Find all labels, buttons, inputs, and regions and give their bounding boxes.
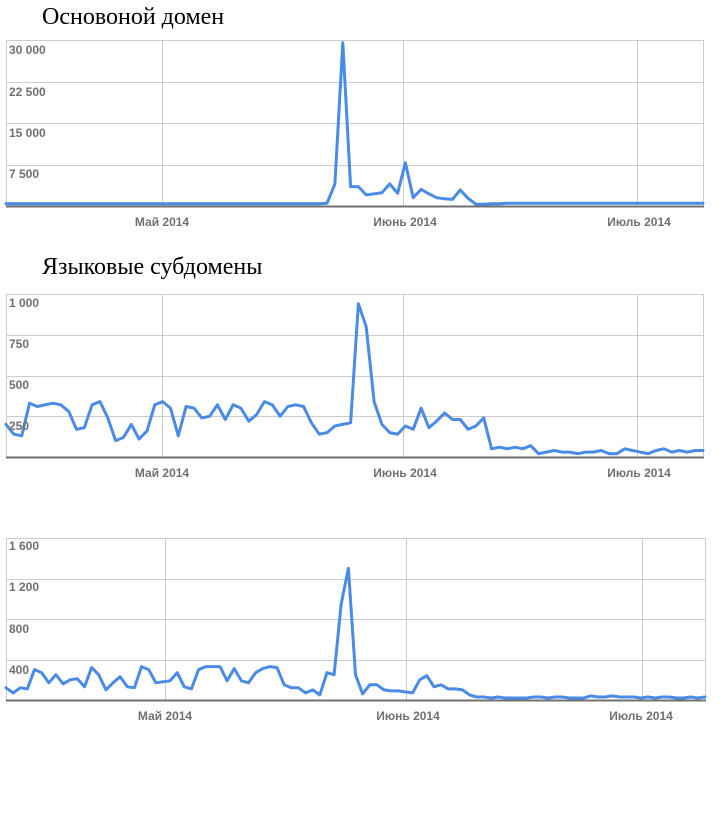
x-tick-label: Май 2014 <box>135 215 190 229</box>
y-tick-label: 7 500 <box>9 167 39 181</box>
y-tick-label: 500 <box>9 378 29 392</box>
y-tick-label: 1 200 <box>9 580 39 594</box>
chart-title-language-subdomains: Языковые субдомены <box>42 254 263 280</box>
series-line <box>4 566 707 700</box>
chart-title-main-domain: Основоной домен <box>42 4 225 30</box>
x-tick-label: Июль 2014 <box>607 466 671 480</box>
y-tick-label: 250 <box>9 419 29 433</box>
y-tick-label: 1 600 <box>9 539 39 553</box>
x-tick-label: Июнь 2014 <box>376 709 440 723</box>
y-tick-label: 15 000 <box>9 126 46 140</box>
x-tick-label: Июль 2014 <box>609 709 673 723</box>
y-tick-label: 400 <box>9 663 29 677</box>
chart-third: 1 600 1 200 800 400 Май 2014 Июнь 2014 Июль 20… <box>4 538 707 723</box>
chart-main-domain: 30 000 22 500 15 000 7 500 Май 2014 Июнь 2014… <box>4 40 705 229</box>
x-tick-label: Июль 2014 <box>607 215 671 229</box>
x-tick-label: Май 2014 <box>138 709 193 723</box>
x-tick-label: Июнь 2014 <box>373 215 437 229</box>
series-line <box>4 41 705 206</box>
y-tick-label: 30 000 <box>9 43 46 57</box>
y-tick-label: 800 <box>9 622 29 636</box>
chart-language-subdomains: 1 000 750 500 250 Май 2014 Июнь 2014 Июль 2014 <box>4 294 705 480</box>
series-line <box>4 302 705 456</box>
y-tick-label: 1 000 <box>9 296 39 310</box>
x-tick-label: Июнь 2014 <box>373 466 437 480</box>
x-tick-label: Май 2014 <box>135 466 190 480</box>
y-tick-label: 750 <box>9 337 29 351</box>
y-tick-label: 22 500 <box>9 85 46 99</box>
